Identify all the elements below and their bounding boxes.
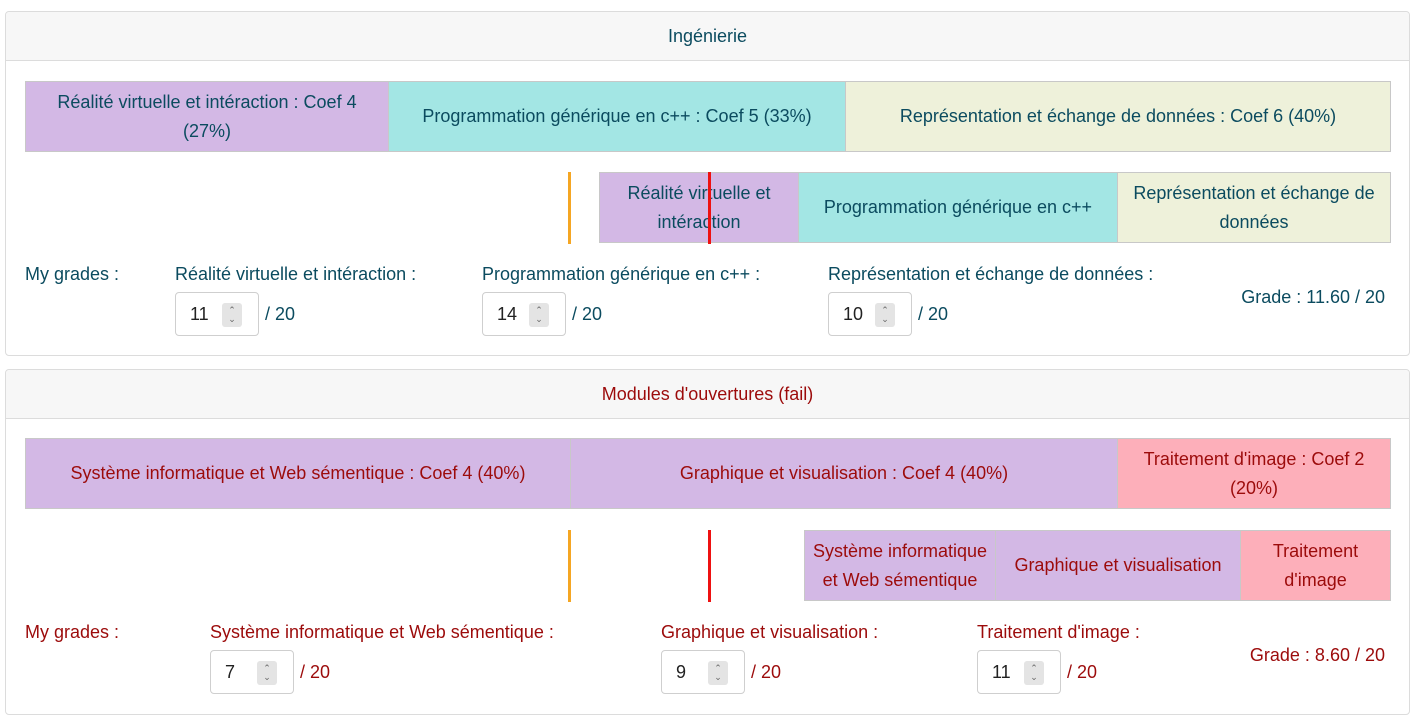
coef-segment: Réalité virtuelle et intéraction : Coef … [25, 81, 389, 152]
grade-field: 7 ⌃ ⌄ / 20 [210, 650, 330, 694]
grade-field: 9 ⌃ ⌄ / 20 [661, 650, 781, 694]
spinner-icon[interactable]: ⌃ ⌄ [875, 303, 895, 327]
grade-field: 10 ⌃ ⌄ / 20 [828, 292, 948, 336]
grade-input[interactable]: 14 ⌃ ⌄ [482, 292, 566, 336]
grade-label: Traitement d'image : [977, 622, 1140, 642]
spinner-icon[interactable]: ⌃ ⌄ [257, 661, 277, 685]
coef-segment: Graphique et visualisation : Coef 4 (40%… [571, 438, 1118, 509]
grade-out-of: / 20 [1067, 661, 1098, 682]
grade-label: Représentation et échange de données : [828, 264, 1154, 284]
total-grade: Grade : 11.60 / 20 [1241, 287, 1385, 307]
grade-segment: Système informatique et Web sémentique [804, 530, 996, 601]
grade-input[interactable]: 11 ⌃ ⌄ [977, 650, 1061, 694]
coef-segment: Programmation générique en c++ : Coef 5 … [389, 81, 846, 152]
grade-out-of: / 20 [300, 661, 331, 682]
ue-title: Modules d'ouvertures (fail) [6, 370, 1409, 419]
my-grades-section: My grades : Système informatique et Web … [6, 370, 1409, 716]
spinner-icon[interactable]: ⌃ ⌄ [1024, 661, 1044, 685]
grade-marker-line [708, 530, 711, 602]
grade-field: 11 ⌃ ⌄ / 20 [175, 292, 295, 336]
spinner-icon[interactable]: ⌃ ⌄ [222, 303, 242, 327]
grade-value: 10 [843, 303, 864, 324]
grade-label: Graphique et visualisation : [661, 622, 879, 642]
grade-input[interactable]: 11 ⌃ ⌄ [175, 292, 259, 336]
ue-title: Ingénierie [6, 12, 1409, 61]
grade-field: 11 ⌃ ⌄ / 20 [977, 650, 1097, 694]
grade-value: 9 [676, 661, 687, 682]
my-grades-label: My grades : [25, 622, 120, 642]
grade-value: 11 [992, 661, 1011, 682]
spinner-icon[interactable]: ⌃ ⌄ [708, 661, 728, 685]
coef-segment: Traitement d'image : Coef 2 (20%) [1118, 438, 1391, 509]
grade-label: Réalité virtuelle et intéraction : [175, 264, 417, 284]
grade-segment: Traitement d'image [1241, 530, 1391, 601]
grade-value: 7 [225, 661, 236, 682]
coef-segment: Système informatique et Web sémentique :… [25, 438, 571, 509]
grade-out-of: / 20 [265, 303, 296, 324]
grade-bar: Système informatique et Web sémentique G… [804, 530, 1391, 601]
grade-segment: Représentation et échange de données [1118, 172, 1391, 243]
grade-segment: Programmation générique en c++ [799, 172, 1118, 243]
grade-value: 11 [190, 303, 209, 324]
grade-input[interactable]: 7 ⌃ ⌄ [210, 650, 294, 694]
grade-bar: Réalité virtuelle et intéraction Program… [599, 172, 1391, 243]
ue-card-modules-ouvertures: Modules d'ouvertures (fail) Système info… [5, 369, 1410, 715]
grade-segment: Réalité virtuelle et intéraction [599, 172, 799, 243]
grade-out-of: / 20 [918, 303, 949, 324]
grade-segment: Graphique et visualisation [996, 530, 1241, 601]
pass-threshold-line [568, 530, 571, 602]
grade-value: 14 [497, 303, 518, 324]
spinner-icon[interactable]: ⌃ ⌄ [529, 303, 549, 327]
total-grade: Grade : 8.60 / 20 [1249, 645, 1385, 665]
grade-marker-line [708, 172, 711, 244]
grade-field: 14 ⌃ ⌄ / 20 [482, 292, 602, 336]
grade-out-of: / 20 [751, 661, 782, 682]
pass-threshold-line [568, 172, 571, 244]
grade-label: Système informatique et Web sémentique : [210, 622, 554, 642]
coef-bar: Réalité virtuelle et intéraction : Coef … [25, 81, 1391, 152]
grade-input[interactable]: 9 ⌃ ⌄ [661, 650, 745, 694]
my-grades-section: My grades : Réalité virtuelle et intérac… [6, 12, 1409, 357]
my-grades-label: My grades : [25, 264, 120, 284]
grade-label: Programmation générique en c++ : [482, 264, 761, 284]
coef-segment: Représentation et échange de données : C… [846, 81, 1391, 152]
ue-card-ingenierie: Ingénierie Réalité virtuelle et intéract… [5, 11, 1410, 356]
grade-out-of: / 20 [572, 303, 603, 324]
coef-bar: Système informatique et Web sémentique :… [25, 438, 1391, 509]
grade-input[interactable]: 10 ⌃ ⌄ [828, 292, 912, 336]
